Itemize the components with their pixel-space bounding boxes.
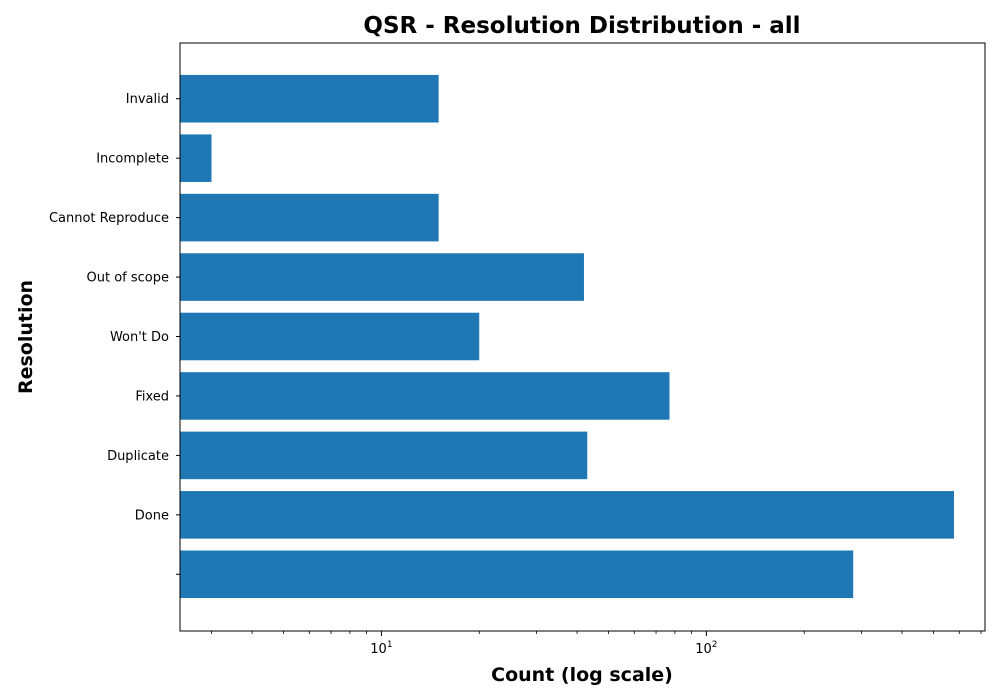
y-tick-label: Fixed <box>135 389 169 404</box>
y-tick-label: Done <box>135 508 169 523</box>
bar <box>180 432 587 480</box>
y-tick-label: Won't Do <box>110 330 169 345</box>
bar <box>180 134 211 182</box>
chart-title: QSR - Resolution Distribution - all <box>363 13 800 39</box>
y-tick-label: Invalid <box>126 92 169 107</box>
bar <box>180 313 479 361</box>
bar <box>180 194 439 242</box>
bar <box>180 491 954 539</box>
x-axis-label: Count (log scale) <box>491 664 673 686</box>
bar <box>180 253 584 301</box>
bar <box>180 372 670 420</box>
y-tick-label: Cannot Reproduce <box>49 211 169 226</box>
y-tick-label: Duplicate <box>107 449 169 464</box>
y-axis-label: Resolution <box>15 280 37 394</box>
bar <box>180 551 853 599</box>
bar <box>180 75 439 123</box>
y-tick-label: Incomplete <box>96 152 169 167</box>
y-tick-label: Out of scope <box>87 271 170 286</box>
